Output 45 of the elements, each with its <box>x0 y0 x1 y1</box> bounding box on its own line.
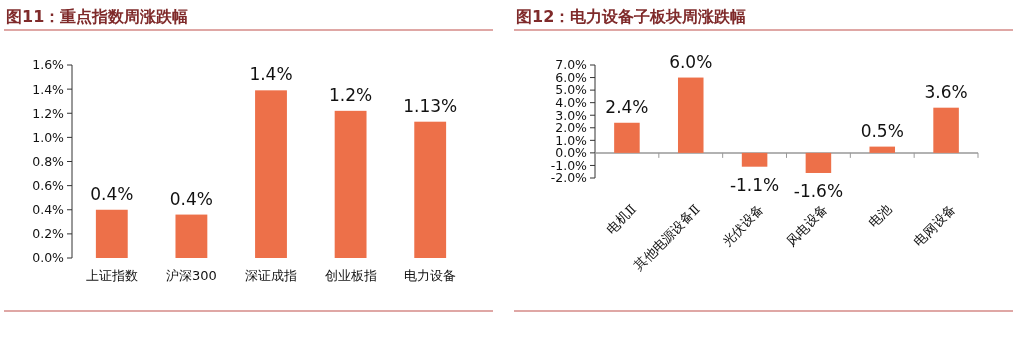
bar <box>677 77 704 153</box>
data-label: -1.1% <box>729 174 780 195</box>
x-tick-label: 创业板指 <box>324 268 377 283</box>
y-tick-label: 5.0% <box>555 82 588 98</box>
bar <box>175 214 208 258</box>
data-label: -1.6% <box>793 180 844 201</box>
bar <box>614 122 640 153</box>
x-tick-label: 电池 <box>865 201 895 231</box>
y-tick-label: 0.8% <box>32 153 65 169</box>
x-tick-label: 光伏设备 <box>719 201 767 249</box>
bar <box>414 121 447 258</box>
bar <box>95 209 128 258</box>
y-tick-label: 0.4% <box>32 202 65 218</box>
x-tick-label: 沪深300 <box>165 268 217 283</box>
chart-title: 图12：电力设备子板块周涨跌幅 <box>516 7 747 26</box>
data-label: 1.2% <box>329 84 373 105</box>
bar <box>741 152 768 167</box>
y-tick-label: 0.0% <box>32 250 65 266</box>
x-tick-label: 电网设备 <box>910 201 959 249</box>
data-label: 0.5% <box>860 120 904 141</box>
data-label: 1.13% <box>403 95 458 116</box>
y-tick-label: 0.2% <box>32 226 65 242</box>
chart-title: 图11：重点指数周涨跌幅 <box>6 7 189 26</box>
y-tick-label: 1.6% <box>32 57 65 73</box>
y-tick-label: -2.0% <box>550 170 588 186</box>
y-tick-label: 0.6% <box>32 178 65 193</box>
bar <box>805 152 832 173</box>
data-label: 0.4% <box>169 188 213 209</box>
x-tick-label: 电机Ⅱ <box>603 201 640 237</box>
data-label: 1.4% <box>249 64 293 85</box>
data-label: 0.4% <box>90 183 134 204</box>
x-tick-label: 上证指数 <box>85 268 138 283</box>
data-label: 6.0% <box>669 51 713 72</box>
y-tick-label: 1.2% <box>32 105 65 121</box>
data-label: 2.4% <box>605 96 649 117</box>
bar <box>933 107 959 153</box>
bar <box>255 90 287 258</box>
y-tick-label: 1.0% <box>32 129 65 145</box>
data-label: 3.6% <box>924 81 968 102</box>
y-tick-label: 1.4% <box>32 81 65 97</box>
bar <box>869 146 896 153</box>
x-tick-label: 深证成指 <box>245 268 297 283</box>
x-tick-label: 电力设备 <box>404 268 457 283</box>
x-tick-label: 风电设备 <box>783 201 831 249</box>
bar <box>334 110 367 258</box>
